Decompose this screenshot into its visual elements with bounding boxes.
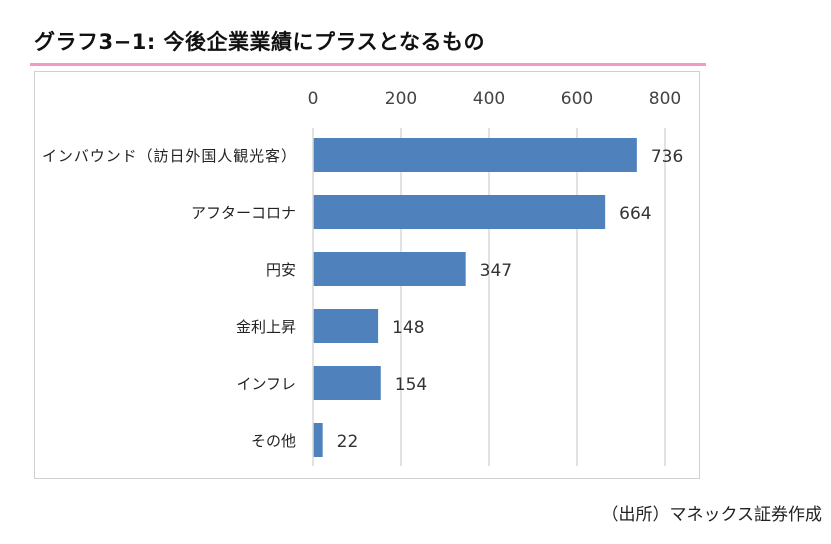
data-label: 736 [651, 147, 683, 167]
category-label: アフターコロナ [191, 204, 296, 222]
category-label: インバウンド（訪日外国人観光客） [42, 147, 296, 165]
data-label: 148 [392, 318, 424, 338]
bar [313, 252, 466, 286]
bar [313, 138, 637, 172]
category-label: インフレ [236, 375, 296, 393]
source-note: （出所）マネックス証券作成 [601, 505, 823, 525]
data-label: 347 [480, 261, 512, 281]
x-tick-label: 200 [385, 89, 417, 109]
category-label: 円安 [266, 261, 296, 279]
data-label: 22 [337, 432, 359, 452]
bar [313, 309, 379, 343]
x-tick-label: 0 [308, 89, 319, 109]
chart-title: グラフ3−1: 今後企業業績にプラスとなるもの [34, 30, 485, 54]
x-tick-label: 600 [561, 89, 593, 109]
data-label: 664 [619, 204, 651, 224]
category-label: 金利上昇 [236, 318, 296, 336]
x-tick-label: 400 [473, 89, 505, 109]
data-labels: 736 664 347 148 154 22 [337, 147, 684, 452]
data-label: 154 [395, 375, 427, 395]
bar [313, 195, 606, 229]
category-label: その他 [251, 432, 296, 450]
x-axis-ticks: 0 200 400 600 800 [308, 89, 682, 109]
chart-frame [34, 71, 700, 479]
bar [313, 366, 381, 400]
x-tick-label: 800 [649, 89, 681, 109]
bar [313, 423, 323, 457]
bars [313, 138, 637, 457]
title-underline [30, 63, 706, 66]
gridlines [400, 128, 666, 466]
